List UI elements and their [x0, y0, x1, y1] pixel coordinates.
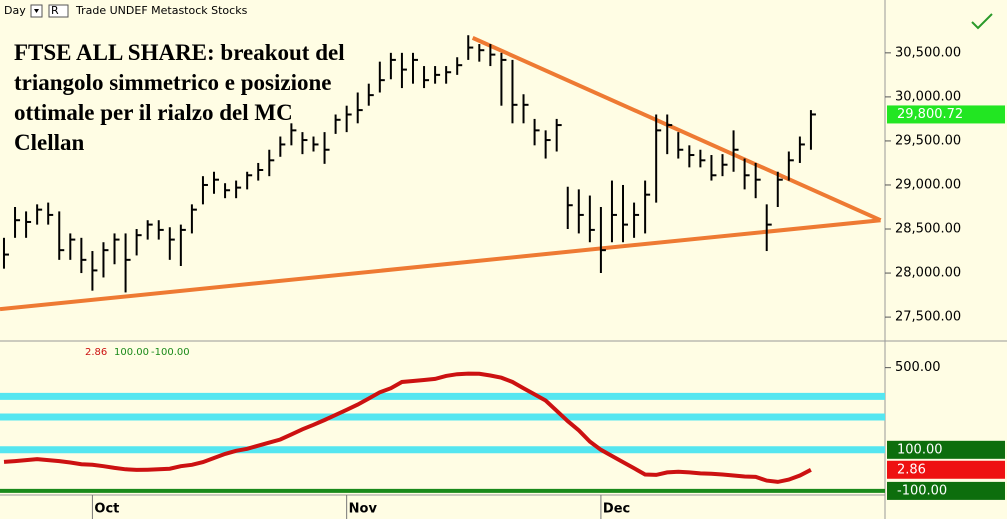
- oscillator-line: [3, 371, 812, 484]
- period[interactable]: Day: [4, 4, 26, 17]
- x-tick-label: Dec: [603, 502, 630, 517]
- last-price: 29,800.72: [897, 107, 963, 122]
- y-tick-label: 30,500.00: [895, 45, 961, 60]
- title: FTSE ALL SHARE: breakout del triangolo si…: [14, 40, 345, 155]
- toolbar-info: Trade UNDEF Metastock Stocks: [75, 4, 248, 17]
- title-line: triangolo simmetrico e posizione: [14, 70, 331, 95]
- x-tick-label: Nov: [349, 502, 378, 517]
- title-line: FTSE ALL SHARE: breakout del: [14, 40, 345, 65]
- y-tick-label: 30,000.00: [895, 89, 961, 104]
- last-price-box: [887, 105, 1005, 124]
- legend-level: 100.00: [114, 347, 149, 358]
- trendline: [471, 36, 882, 223]
- y-tick-label: 28,000.00: [895, 266, 961, 281]
- level-label: -100.00: [897, 483, 947, 498]
- last-oscillator-box: [887, 460, 1005, 479]
- trendline: [0, 218, 881, 312]
- mode-box[interactable]: [48, 4, 69, 18]
- level-box: [887, 481, 1005, 500]
- last-oscillator: 2.86: [897, 462, 926, 477]
- legend-value: 2.86: [85, 347, 107, 358]
- legend-level: -100.00: [151, 347, 190, 358]
- status-icon: [971, 13, 993, 30]
- x-tick-label: Oct: [94, 502, 119, 517]
- y-tick-label: 500.00: [895, 360, 941, 375]
- y-tick-label: 28,500.00: [895, 222, 961, 237]
- title-line: Clellan: [14, 130, 84, 155]
- title-line: ottimale per il rialzo del MC: [14, 100, 293, 125]
- mode: R: [51, 4, 59, 17]
- level-label: 100.00: [897, 442, 943, 457]
- y-tick-label: 29,000.00: [895, 177, 961, 192]
- dropdown-arrow: [34, 9, 39, 13]
- level-box: [887, 440, 1005, 459]
- y-tick-label: 29,500.00: [895, 133, 961, 148]
- y-tick-label: 27,500.00: [895, 310, 961, 325]
